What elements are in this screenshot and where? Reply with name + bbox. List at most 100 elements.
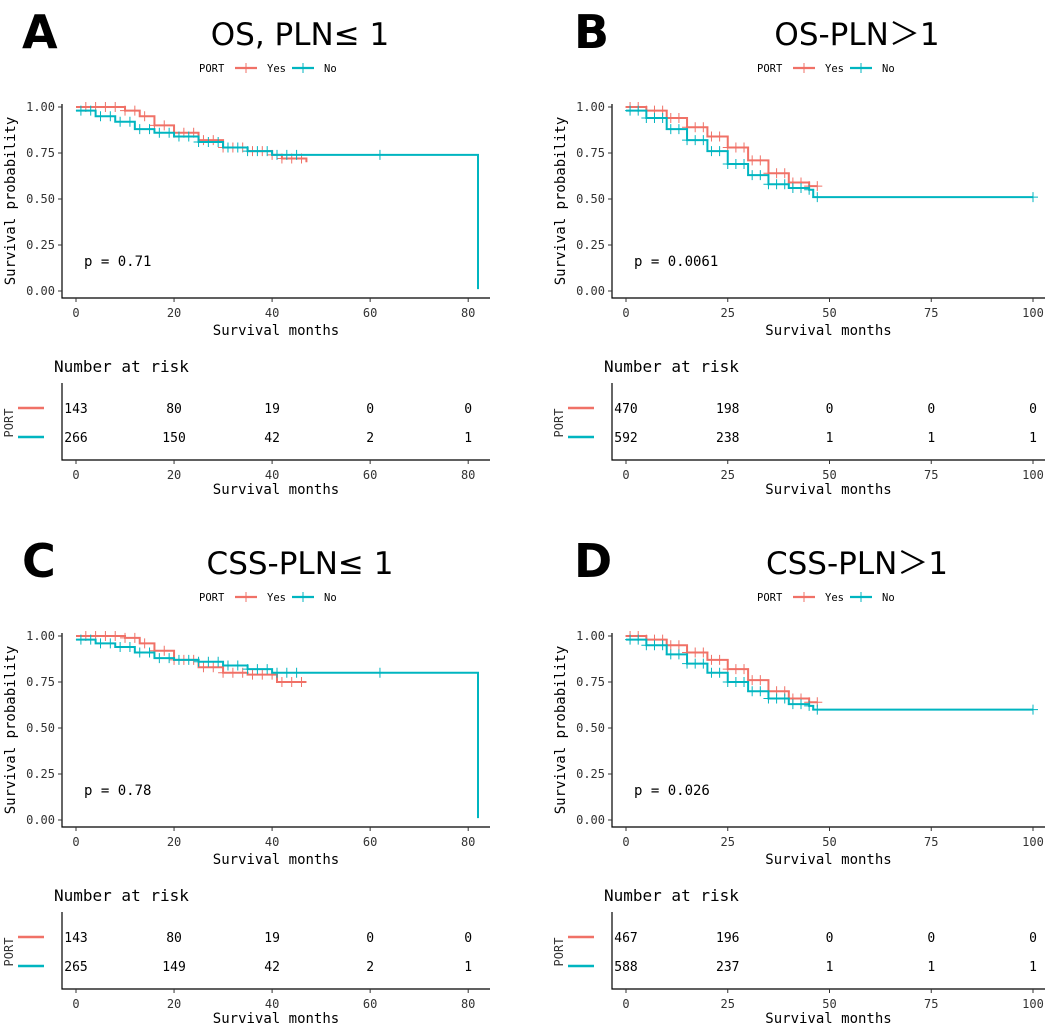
censor-mark [657, 640, 668, 651]
censor-mark [739, 664, 750, 675]
y-tick-label: 0.25 [576, 238, 605, 252]
censor-mark [218, 667, 229, 678]
y-tick-label: 0.50 [26, 721, 55, 735]
risk-x-tick-label: 100 [1022, 997, 1044, 1011]
legend-label-yes: Yes [267, 592, 286, 604]
plot-axes [611, 633, 1045, 828]
risk-table-ylabel: PORT [2, 938, 16, 967]
censor-mark [144, 647, 155, 658]
y-axis-label: Survival probability [553, 117, 569, 286]
x-tick-label: 50 [822, 835, 836, 849]
risk-count: 19 [264, 931, 280, 946]
legend-label-no: No [324, 592, 337, 604]
legend: PORT Yes No [757, 592, 895, 604]
censor-mark [193, 136, 204, 147]
x-tick-label: 25 [721, 835, 735, 849]
censor-mark [139, 638, 150, 649]
y-tick-label: 1.00 [26, 100, 55, 114]
risk-x-tick-label: 50 [822, 468, 836, 482]
risk-count: 42 [264, 431, 280, 446]
censor-mark [129, 632, 140, 643]
risk-count: 0 [464, 402, 472, 417]
legend: PORT Yes No [199, 63, 337, 75]
censor-mark [296, 677, 307, 687]
chart-title: CSS-PLN＞1 [766, 546, 948, 582]
censor-mark [203, 656, 214, 667]
x-tick-label: 100 [1022, 306, 1044, 320]
risk-x-tick-label: 60 [363, 468, 377, 482]
risk-table-axes [611, 383, 1045, 461]
y-axis-label: Survival probability [553, 646, 569, 815]
risk-count: 1 [826, 960, 834, 975]
censor-mark [257, 669, 268, 680]
x-tick-label: 80 [461, 306, 475, 320]
x-tick-label: 60 [363, 835, 377, 849]
censor-mark [252, 146, 263, 157]
censor-mark [673, 649, 684, 660]
censor-mark [714, 654, 725, 665]
censor-mark [739, 159, 750, 170]
y-tick-label: 0.50 [576, 192, 605, 206]
censor-mark [173, 131, 184, 142]
censor-mark [812, 704, 823, 715]
censor-mark [633, 105, 644, 116]
risk-count: 80 [166, 931, 182, 946]
risk-count: 143 [64, 931, 87, 946]
risk-count: 0 [1029, 931, 1037, 946]
y-tick-label: 0.25 [26, 238, 55, 252]
risk-count: 1 [464, 431, 472, 446]
panel-a: A OS, PLN≤ 1 PORT Yes No 0.00 0.25 0.50 0.75 1.00… [2, 5, 490, 498]
censor-mark [222, 660, 233, 671]
x-tick-label: 75 [924, 835, 938, 849]
censor-mark [272, 667, 282, 678]
risk-x-axis-label: Survival months [213, 482, 339, 498]
risk-table-ylabel: PORT [2, 409, 16, 438]
censor-mark [272, 149, 282, 160]
censor-mark [183, 131, 194, 142]
censor-mark [739, 677, 750, 687]
censor-mark [796, 182, 807, 193]
censor-mark [208, 662, 219, 673]
y-tick-label: 0.25 [576, 767, 605, 781]
censor-mark [85, 105, 96, 116]
x-tick-label: 80 [461, 835, 475, 849]
censor-mark [164, 127, 175, 138]
censor-mark [183, 654, 194, 665]
risk-x-tick-label: 25 [721, 997, 735, 1011]
risk-table-title: Number at risk [604, 886, 739, 905]
risk-x-tick-label: 0 [72, 997, 79, 1011]
panel-d: D CSS-PLN＞1 PORT Yes No 0.00 0.25 0.50 0.75 1.00 0… [552, 534, 1045, 1026]
y-tick-label: 1.00 [576, 629, 605, 643]
censor-mark [232, 142, 243, 153]
censor-mark [120, 632, 131, 643]
censor-mark [247, 669, 258, 680]
censor-mark [252, 664, 263, 675]
legend-label-yes: Yes [825, 63, 844, 75]
legend-label-no: No [882, 63, 895, 75]
censor-mark [1028, 704, 1038, 715]
panel-letter: A [22, 5, 58, 59]
censor-mark [281, 667, 292, 678]
legend-censor-icon [241, 592, 251, 602]
risk-x-tick-label: 40 [265, 468, 279, 482]
censor-mark [714, 131, 725, 142]
risk-count: 237 [716, 960, 739, 975]
censor-mark [755, 170, 766, 181]
plot-axes [61, 633, 490, 828]
x-axis-label: Survival months [213, 852, 339, 868]
x-tick-label: 100 [1022, 835, 1044, 849]
censor-mark [120, 105, 131, 116]
panel-letter: B [574, 5, 609, 59]
risk-table-ylabel: PORT [552, 409, 566, 438]
y-tick-label: 0.75 [576, 146, 605, 160]
risk-count: 2 [366, 960, 374, 975]
panel-c: C CSS-PLN≤ 1 PORT Yes No 0.00 0.25 0.50 0.75 1.00… [2, 534, 490, 1026]
censor-mark [755, 155, 766, 166]
risk-table: Number at risk 467 196 0 0 0 588 237 1 1 1 PORT 0 25 5… [552, 886, 1045, 1026]
censor-mark [262, 146, 273, 157]
risk-x-tick-label: 75 [924, 997, 938, 1011]
censor-mark [213, 136, 224, 147]
censor-mark [779, 693, 790, 704]
risk-count: 149 [162, 960, 185, 975]
censor-mark [85, 634, 96, 645]
